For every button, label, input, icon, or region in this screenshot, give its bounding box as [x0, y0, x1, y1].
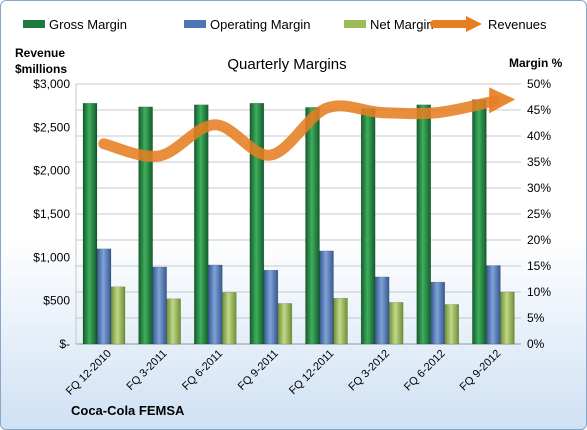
category-labels: FQ 12-2010 FQ 3-2011 FQ 6-2011 FQ 9-2011 FQ …: [64, 348, 503, 398]
legend-operating-margin-label: Operating Margin: [210, 17, 310, 32]
net-margin-bar: [444, 304, 459, 345]
right-axis-label: Margin %: [509, 56, 563, 70]
left-tick-label: $1,500: [33, 207, 70, 221]
right-tick-label: 40%: [527, 129, 551, 143]
net-margin-bar: [222, 292, 237, 345]
net-margin-bar: [500, 291, 515, 345]
left-axis-label-line2: $millions: [15, 62, 67, 76]
gross-margin-bar: [138, 106, 153, 345]
operating-margin-bar: [374, 276, 390, 345]
net-margin-bar: [277, 303, 293, 345]
category-label: FQ 6-2012: [402, 348, 448, 394]
revenue-arrowhead: [489, 87, 516, 114]
gross-margin-bar: [82, 102, 98, 345]
gross-margin-bar: [194, 104, 209, 345]
legend: Gross Margin Operating Margin Net Margin Re…: [23, 16, 547, 32]
right-axis-ticks: 0% 5% 10% 15% 20% 25% 30% 35% 40% 45% 50%: [527, 77, 551, 351]
category-label: FQ 6-2011: [180, 348, 225, 393]
left-tick-label: $1,000: [33, 250, 70, 264]
right-tick-label: 25%: [527, 207, 551, 221]
gross-margin-bar: [416, 104, 431, 345]
net-margin-bar: [333, 297, 348, 345]
net-margin-bar: [388, 302, 404, 345]
legend-net-margin-swatch: [344, 20, 366, 28]
category-label: FQ 9-2012: [458, 348, 504, 394]
right-tick-label: 30%: [527, 181, 551, 195]
company-name: Coca-Cola FEMSA: [71, 403, 185, 418]
right-tick-label: 50%: [527, 77, 551, 91]
net-margin-bar: [166, 298, 181, 345]
left-tick-label: $3,000: [33, 77, 70, 91]
category-label: FQ 12-2010: [64, 348, 114, 398]
revenue-line-layer: [98, 87, 516, 162]
right-tick-label: 20%: [527, 233, 551, 247]
operating-margin-bar: [96, 248, 112, 345]
left-tick-label: $-: [59, 337, 70, 351]
right-tick-label: 5%: [527, 311, 545, 325]
operating-margin-bar: [263, 269, 279, 345]
gross-margin-bar: [360, 108, 376, 345]
right-tick-label: 15%: [527, 259, 551, 273]
operating-margin-bar: [152, 266, 167, 345]
legend-gross-margin-label: Gross Margin: [49, 17, 127, 32]
operating-margin-bar: [319, 250, 334, 345]
legend-gross-margin-swatch: [23, 20, 45, 28]
legend-operating-margin-swatch: [184, 20, 206, 28]
right-tick-label: 0%: [527, 337, 545, 351]
revenue-line: [98, 95, 499, 162]
operating-margin-bar: [208, 264, 223, 345]
left-axis-label-line1: Revenue: [15, 46, 65, 60]
chart-title: Quarterly Margins: [227, 56, 346, 73]
operating-margin-bar: [430, 281, 445, 345]
gross-margin-bar: [472, 99, 487, 345]
category-label: FQ 3-2012: [346, 348, 392, 394]
right-tick-label: 35%: [527, 155, 551, 169]
bars: [82, 99, 515, 345]
gross-margin-bar: [249, 102, 265, 345]
right-tick-label: 10%: [527, 285, 551, 299]
net-margin-bar: [110, 286, 126, 345]
operating-margin-bar: [486, 265, 501, 345]
right-tick-label: 45%: [527, 103, 551, 117]
category-label: FQ 9-2011: [236, 348, 281, 393]
legend-revenues-label: Revenues: [488, 17, 547, 32]
left-tick-label: $500: [43, 294, 70, 308]
legend-net-margin-label: Net Margin: [370, 17, 434, 32]
category-label: FQ 3-2011: [124, 348, 169, 393]
left-tick-label: $2,500: [33, 120, 70, 134]
legend-revenues-arrow: [466, 16, 482, 32]
left-tick-label: $2,000: [33, 164, 70, 178]
category-label: FQ 12-2011: [287, 348, 336, 397]
left-axis-ticks: $- $500 $1,000 $1,500 $2,000 $2,500 $3,000: [33, 77, 70, 351]
gross-margin-bar: [305, 107, 320, 345]
